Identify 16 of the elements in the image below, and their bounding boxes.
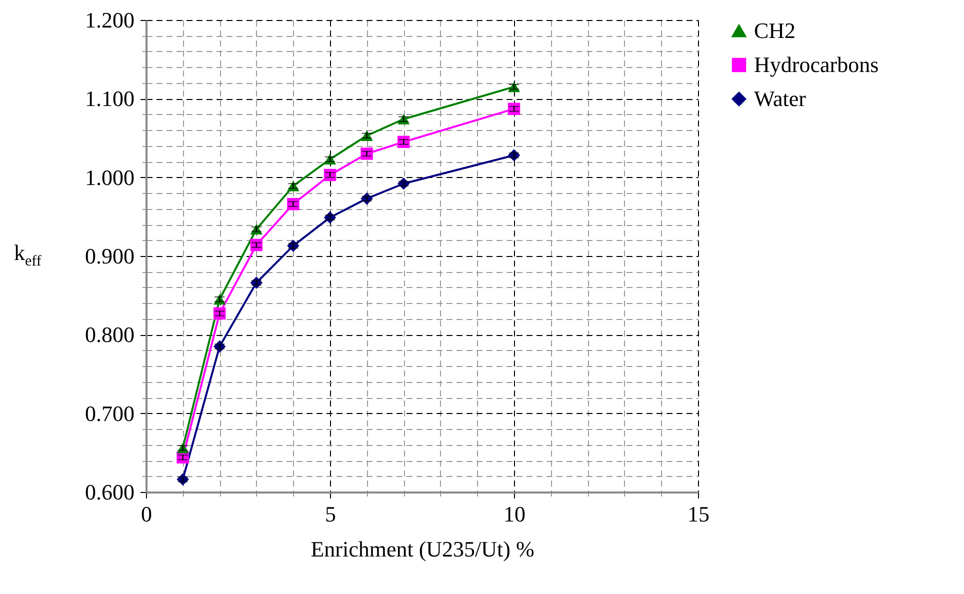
x-tick-label: 15 bbox=[688, 502, 710, 526]
legend-label: Hydrocarbons bbox=[754, 52, 879, 77]
x-tick-label: 5 bbox=[325, 502, 336, 526]
y-tick-label: 0.900 bbox=[85, 244, 134, 268]
y-tick-label: 1.000 bbox=[85, 164, 134, 190]
x-tick-label: 0 bbox=[141, 502, 152, 526]
y-tick-label: 0.600 bbox=[85, 480, 134, 504]
y-tick-label: 1.200 bbox=[85, 8, 134, 32]
y-tick-label: 0.800 bbox=[85, 322, 134, 348]
legend-label: Water bbox=[754, 86, 807, 111]
legend-label: CH2 bbox=[754, 18, 796, 43]
y-tick-label: 1.100 bbox=[85, 86, 134, 112]
x-tick-label: 10 bbox=[504, 502, 526, 526]
y-axis-title: k$_{eff}$ bbox=[14, 240, 42, 270]
y-tick-label: 0.700 bbox=[85, 400, 134, 426]
x-axis-title: Enrichment (U235/Ut) % bbox=[310, 536, 534, 562]
